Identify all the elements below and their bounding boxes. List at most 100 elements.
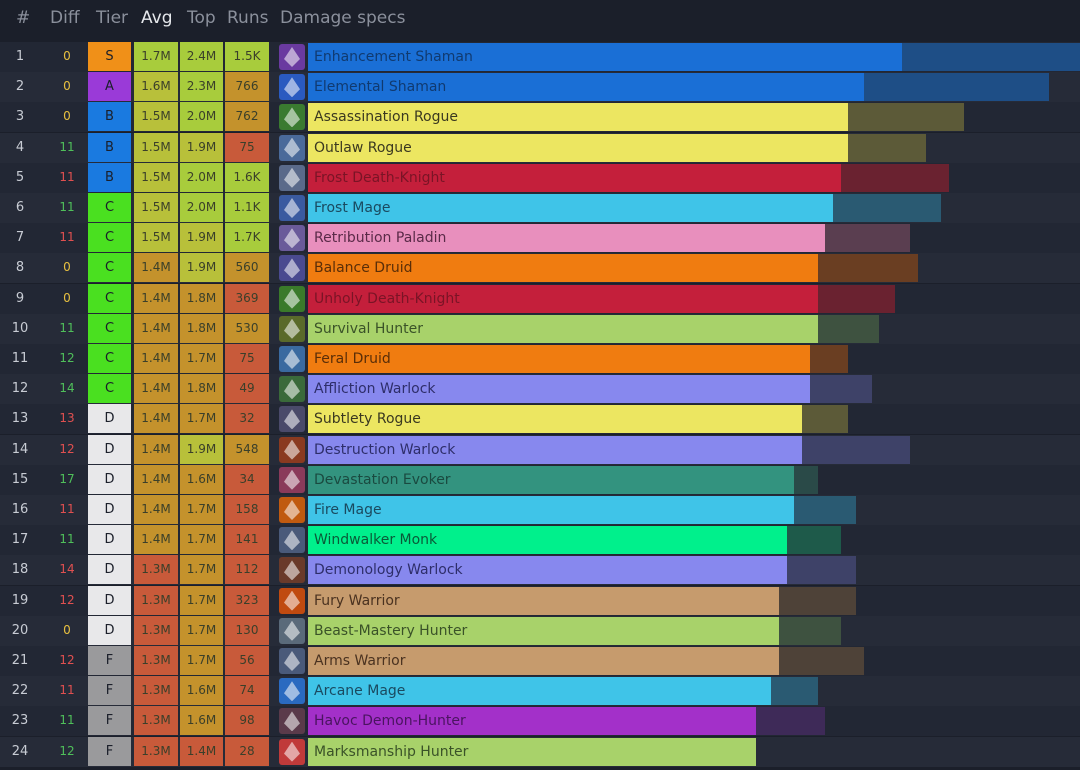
tier-badge: D: [88, 585, 131, 615]
table-row[interactable]: 21 12 F 1.3M 1.7M 56 Arms Warrior: [0, 646, 1080, 676]
avg-dps-bar[interactable]: [308, 707, 756, 736]
top-dps-cell: 1.7M: [180, 615, 223, 645]
runs-column-header[interactable]: Runs: [227, 8, 269, 28]
runs-cell: 28: [225, 736, 269, 766]
table-row[interactable]: 4 11 B 1.5M 1.9M 75 Outlaw Rogue: [0, 132, 1080, 163]
spec-name[interactable]: Demonology Warlock: [314, 562, 463, 579]
diff-cell: 12: [59, 441, 75, 456]
avg-dps-bar[interactable]: [308, 73, 864, 102]
avg-dps-bar[interactable]: [308, 526, 787, 555]
table-row[interactable]: 11 12 C 1.4M 1.7M 75 Feral Druid: [0, 344, 1080, 374]
table-row[interactable]: 5 11 B 1.5M 2.0M 1.6K Frost Death-Knight: [0, 162, 1080, 193]
tier-badge: S: [88, 42, 131, 71]
avg-dps-bar[interactable]: [308, 133, 848, 162]
table-row[interactable]: 22 11 F 1.3M 1.6M 74 Arcane Mage: [0, 676, 1080, 707]
table-row[interactable]: 20 0 D 1.3M 1.7M 130 Beast-Mastery Hunter: [0, 615, 1080, 646]
top-dps-cell: 1.7M: [180, 646, 223, 675]
spec-name[interactable]: Fire Mage: [314, 502, 382, 518]
table-row[interactable]: 10 11 C 1.4M 1.8M 530 Survival Hunter: [0, 313, 1080, 344]
avg-dps-bar[interactable]: [308, 103, 848, 132]
table-row[interactable]: 18 14 D 1.3M 1.7M 112 Demonology Warlock: [0, 555, 1080, 586]
tier-badge: C: [88, 313, 131, 343]
table-row[interactable]: 1 0 S 1.7M 2.4M 1.5K Enhancement Shaman: [0, 42, 1080, 72]
spec-name[interactable]: Frost Death-Knight: [314, 169, 445, 186]
avg-dps-bar[interactable]: [308, 616, 779, 645]
spec-name[interactable]: Devastation Evoker: [314, 471, 451, 488]
avg-dps-cell: 1.3M: [134, 555, 178, 585]
avg-dps-bar[interactable]: [308, 647, 779, 675]
tier-badge: C: [88, 253, 131, 283]
avg-dps-cell: 1.5M: [134, 223, 178, 253]
top-dps-cell: 1.7M: [180, 525, 223, 555]
avg-dps-bar[interactable]: [308, 405, 802, 434]
avg-dps-bar[interactable]: [308, 254, 818, 283]
table-row[interactable]: 19 12 D 1.3M 1.7M 323 Fury Warrior: [0, 585, 1080, 616]
diff-cell: 11: [59, 683, 75, 698]
spec-name[interactable]: Subtlety Rogue: [314, 411, 421, 428]
avg-dps-bar[interactable]: [308, 224, 825, 253]
spec-name[interactable]: Survival Hunter: [314, 320, 424, 337]
table-row[interactable]: 3 0 B 1.5M 2.0M 762 Assassination Rogue: [0, 102, 1080, 133]
spec-name[interactable]: Affliction Warlock: [314, 381, 436, 398]
rank-cell: 17: [11, 532, 29, 548]
avg-column-header[interactable]: Avg: [141, 8, 173, 28]
spec-name[interactable]: Assassination Rogue: [314, 109, 458, 126]
table-header: # Diff Tier Avg Top Runs Damage specs: [0, 0, 1080, 40]
spec-name[interactable]: Beast-Mastery Hunter: [314, 622, 468, 639]
diff-column-header[interactable]: Diff: [50, 8, 80, 28]
tier-badge: D: [88, 404, 131, 434]
avg-dps-bar[interactable]: [308, 345, 810, 373]
avg-dps-bar[interactable]: [308, 43, 902, 71]
spec-name[interactable]: Fury Warrior: [314, 592, 400, 609]
table-row[interactable]: 16 11 D 1.4M 1.7M 158 Fire Mage: [0, 495, 1080, 525]
avg-dps-bar[interactable]: [308, 163, 841, 192]
table-row[interactable]: 23 11 F 1.3M 1.6M 98 Havoc Demon-Hunter: [0, 706, 1080, 737]
avg-dps-bar[interactable]: [308, 496, 794, 524]
spec-name[interactable]: Balance Druid: [314, 260, 413, 277]
rank-cell: 19: [11, 592, 29, 608]
avg-dps-bar[interactable]: [308, 586, 779, 615]
spec-name[interactable]: Arcane Mage: [314, 683, 406, 700]
spec-name[interactable]: Frost Mage: [314, 200, 391, 216]
top-column-header[interactable]: Top: [187, 8, 216, 28]
diff-cell: 12: [59, 351, 75, 365]
spec-name[interactable]: Feral Druid: [314, 351, 391, 367]
avg-dps-bar[interactable]: [308, 556, 787, 585]
avg-dps-bar[interactable]: [308, 314, 818, 343]
spec-name[interactable]: Marksmanship Hunter: [314, 743, 469, 760]
avg-dps-bar[interactable]: [308, 737, 756, 766]
table-row[interactable]: 24 12 F 1.3M 1.4M 28 Marksmanship Hunter: [0, 736, 1080, 767]
spec-name[interactable]: Retribution Paladin: [314, 230, 447, 247]
spec-name[interactable]: Windwalker Monk: [314, 532, 438, 549]
table-row[interactable]: 13 13 D 1.4M 1.7M 32 Subtlety Rogue: [0, 404, 1080, 435]
avg-dps-bar[interactable]: [308, 375, 810, 404]
top-dps-cell: 1.8M: [180, 374, 223, 404]
rank-cell: 13: [11, 411, 29, 427]
runs-cell: 762: [225, 102, 269, 132]
rank-column-header[interactable]: #: [16, 8, 31, 28]
spec-name[interactable]: Unholy Death-Knight: [314, 290, 460, 307]
spec-name[interactable]: Destruction Warlock: [314, 441, 456, 458]
table-row[interactable]: 14 12 D 1.4M 1.9M 548 Destruction Warlock: [0, 434, 1080, 465]
avg-dps-bar[interactable]: [308, 194, 833, 222]
spec-name[interactable]: Elemental Shaman: [314, 79, 447, 96]
table-row[interactable]: 8 0 C 1.4M 1.9M 560 Balance Druid: [0, 253, 1080, 284]
table-row[interactable]: 17 11 D 1.4M 1.7M 141 Windwalker Monk: [0, 525, 1080, 556]
table-row[interactable]: 12 14 C 1.4M 1.8M 49 Affliction Warlock: [0, 374, 1080, 405]
spec-name[interactable]: Enhancement Shaman: [314, 49, 473, 65]
tier-column-header[interactable]: Tier: [96, 8, 129, 28]
table-row[interactable]: 6 11 C 1.5M 2.0M 1.1K Frost Mage: [0, 193, 1080, 223]
table-row[interactable]: 15 17 D 1.4M 1.6M 34 Devastation Evoker: [0, 464, 1080, 495]
avg-dps-bar[interactable]: [308, 284, 818, 313]
avg-dps-bar[interactable]: [308, 677, 771, 706]
table-row[interactable]: 9 0 C 1.4M 1.8M 369 Unholy Death-Knight: [0, 283, 1080, 314]
table-row[interactable]: 2 0 A 1.6M 2.3M 766 Elemental Shaman: [0, 72, 1080, 103]
spec-name[interactable]: Havoc Demon-Hunter: [314, 713, 466, 730]
avg-dps-bar[interactable]: [308, 465, 794, 494]
spec-name[interactable]: Arms Warrior: [314, 653, 406, 669]
avg-dps-cell: 1.3M: [134, 706, 178, 736]
spec-name[interactable]: Outlaw Rogue: [314, 139, 412, 156]
avg-dps-bar[interactable]: [308, 435, 802, 464]
table-row[interactable]: 7 11 C 1.5M 1.9M 1.7K Retribution Paladin: [0, 223, 1080, 254]
damage-specs-column-header[interactable]: Damage specs: [280, 8, 406, 28]
